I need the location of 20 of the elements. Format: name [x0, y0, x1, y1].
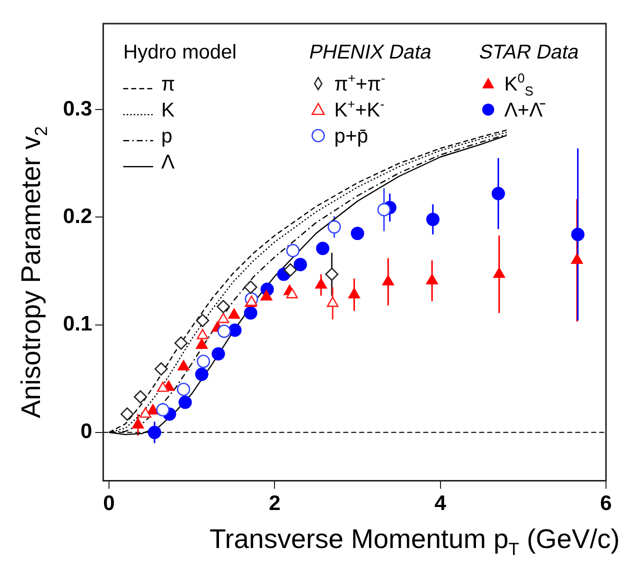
legend-label: π	[161, 74, 176, 96]
legend-label: Λ	[161, 152, 176, 174]
annotation: PHENIX Data	[307, 42, 435, 64]
y-tick-label: 0.2	[62, 205, 92, 228]
x-tick-label: 0	[103, 492, 115, 516]
legend-label: Λ+Λ̄	[504, 100, 546, 122]
annotation: Hydro model	[123, 42, 237, 64]
legend-label: K	[161, 100, 176, 122]
y-tick-label: 0.3	[62, 97, 92, 120]
legend-label: π++π-	[334, 70, 386, 96]
legend-label: p	[161, 126, 172, 148]
legend-label: p+p̄	[334, 126, 368, 148]
y-tick-label: 0	[80, 420, 92, 444]
legend-label: K++K-	[334, 96, 384, 122]
x-tick-label: 2	[268, 492, 281, 516]
y-tick-label: 0.1	[62, 312, 93, 336]
x-tick-label: 4	[434, 492, 446, 516]
y-axis-title: Anisotropy Parameter v2	[16, 126, 51, 418]
annotation: STAR Data	[477, 42, 582, 64]
x-tick-label: 6	[600, 492, 612, 516]
